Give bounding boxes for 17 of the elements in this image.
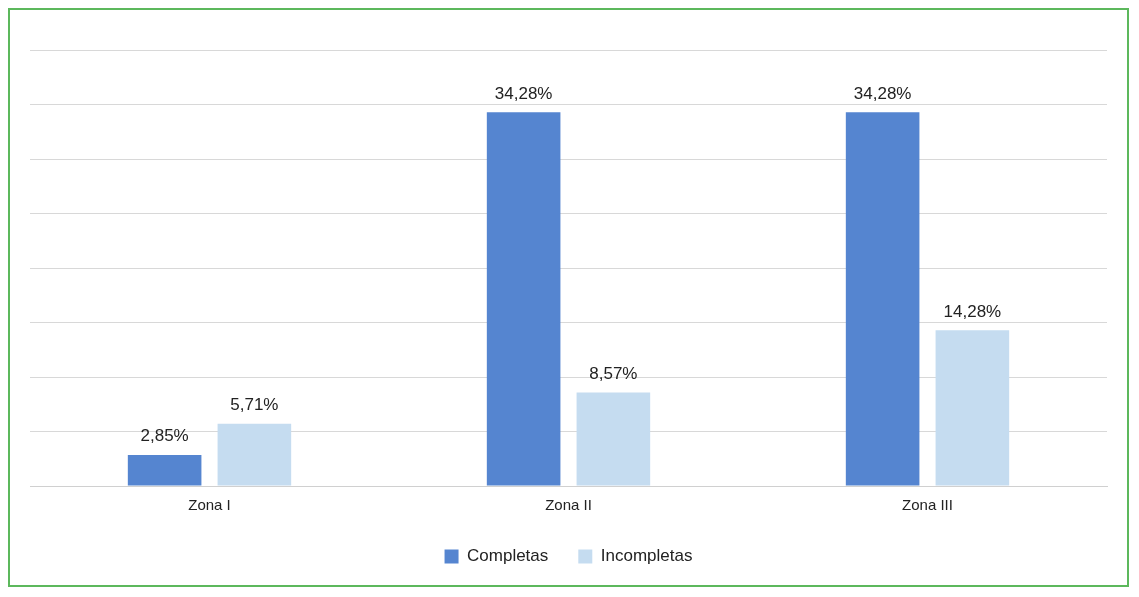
bar bbox=[127, 454, 202, 486]
data-label: 34,28% bbox=[853, 83, 912, 103]
bar bbox=[845, 112, 920, 486]
x-tick-label: Zona II bbox=[545, 496, 592, 514]
x-tick-label: Zona I bbox=[188, 496, 231, 514]
data-label: 14,28% bbox=[943, 301, 1002, 321]
data-label: 34,28% bbox=[494, 83, 553, 103]
data-label: 2,85% bbox=[140, 426, 189, 446]
legend-label: Incompletas bbox=[600, 546, 693, 566]
legend-label: Completas bbox=[467, 546, 549, 566]
x-tick-label: Zona III bbox=[902, 496, 953, 514]
bar bbox=[935, 330, 1010, 486]
data-label: 8,57% bbox=[589, 363, 638, 383]
bar bbox=[217, 423, 292, 486]
bar bbox=[486, 112, 561, 486]
data-label: 5,71% bbox=[230, 394, 279, 414]
bar bbox=[576, 392, 651, 486]
